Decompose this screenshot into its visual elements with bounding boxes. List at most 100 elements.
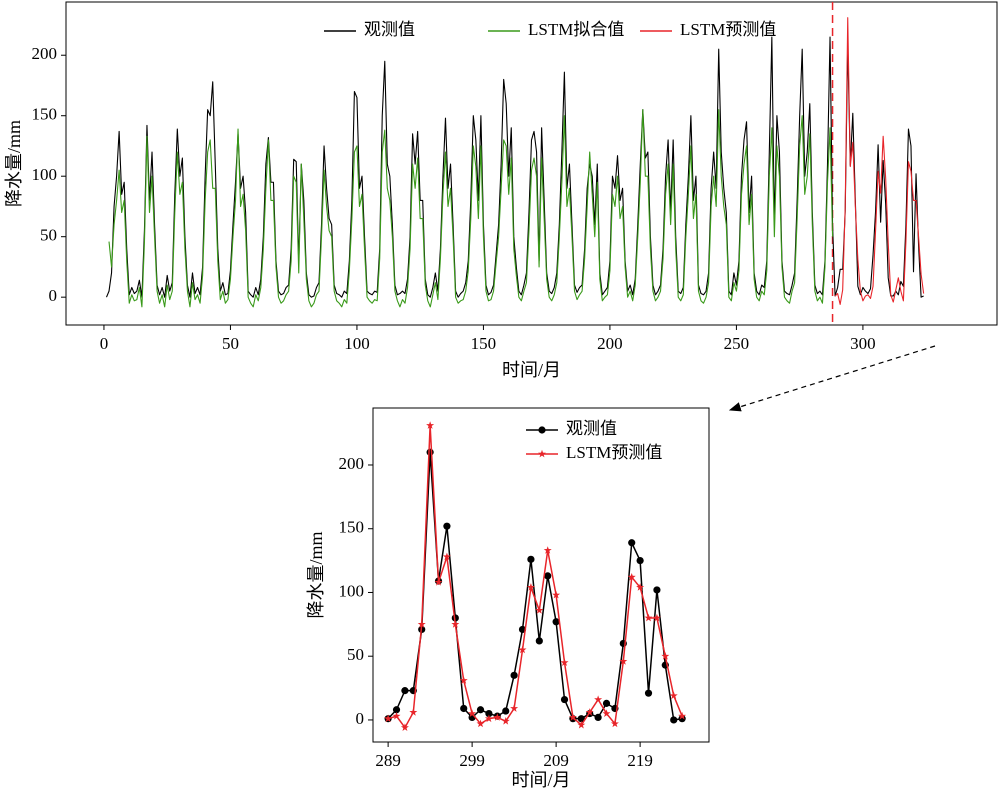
series-line xyxy=(108,109,834,308)
y-tick-label: 50 xyxy=(40,226,57,245)
data-point xyxy=(577,715,585,723)
data-point xyxy=(535,637,543,645)
data-point xyxy=(644,689,653,697)
y-tick-label: 200 xyxy=(32,44,58,63)
legend: 观测值 LSTM拟合值 LSTM预测值 xyxy=(324,20,776,39)
series-line xyxy=(834,17,925,305)
data-point xyxy=(484,714,493,723)
x-tick-label: 50 xyxy=(222,334,239,353)
data-point xyxy=(400,723,409,731)
legend-label: 观测值 xyxy=(364,20,415,39)
data-point xyxy=(468,709,477,717)
data-point xyxy=(392,706,401,714)
data-point xyxy=(560,695,569,704)
data-point xyxy=(678,715,686,723)
data-point xyxy=(426,448,434,456)
x-tick-label: 219 xyxy=(627,751,653,770)
data-point xyxy=(669,691,678,700)
data-point xyxy=(619,657,628,665)
x-tick-label: 0 xyxy=(100,334,109,353)
x-axis-label: 时间/月 xyxy=(511,770,570,790)
data-point xyxy=(493,713,502,721)
data-point xyxy=(460,704,468,713)
data-point xyxy=(485,709,493,718)
y-tick-label: 0 xyxy=(49,286,58,305)
y-tick-label: 200 xyxy=(339,454,365,473)
data-point xyxy=(594,713,602,721)
data-point xyxy=(627,572,636,581)
x-tick-label: 299 xyxy=(459,751,485,770)
legend-marker xyxy=(538,449,546,458)
data-point xyxy=(560,658,569,666)
y-tick-label: 0 xyxy=(356,709,365,728)
data-point xyxy=(568,713,577,721)
plot-frame xyxy=(65,1,998,326)
data-point xyxy=(644,613,653,622)
series-line xyxy=(387,424,683,729)
data-point xyxy=(392,711,401,720)
data-point xyxy=(628,539,636,547)
data-point xyxy=(652,613,661,622)
data-point xyxy=(426,421,435,429)
data-point xyxy=(535,606,544,614)
data-point xyxy=(476,719,485,728)
data-point xyxy=(510,704,519,712)
data-point xyxy=(653,586,661,594)
x-axis-label: 时间/月 xyxy=(502,360,561,380)
legend-label: LSTM预测值 xyxy=(566,443,662,462)
legend-label: LSTM拟合值 xyxy=(528,20,624,39)
y-axis-label: 降水量/mm xyxy=(306,531,326,618)
legend-marker xyxy=(538,426,546,434)
y-tick-label: 50 xyxy=(347,645,364,664)
data-point xyxy=(527,555,535,563)
data-point xyxy=(636,556,644,565)
plot-frame xyxy=(372,407,710,743)
data-point xyxy=(502,707,510,715)
legend-label: LSTM预测值 xyxy=(680,20,776,39)
data-point xyxy=(552,590,561,599)
data-point xyxy=(594,695,603,703)
x-tick-label: 289 xyxy=(375,751,401,770)
y-tick-label: 150 xyxy=(339,518,365,537)
zoom-arrow xyxy=(728,345,936,412)
data-point xyxy=(526,583,535,591)
y-tick-label: 150 xyxy=(32,105,58,124)
legend-label: 观测值 xyxy=(566,419,617,438)
legend: 观测值 LSTM预测值 xyxy=(526,419,662,462)
data-point xyxy=(510,671,518,679)
series-line xyxy=(105,36,924,298)
data-point xyxy=(602,709,611,717)
x-tick-label: 250 xyxy=(724,334,750,353)
data-point xyxy=(610,719,619,728)
data-point xyxy=(401,687,409,695)
data-point xyxy=(451,620,460,628)
data-point xyxy=(451,614,459,622)
data-point xyxy=(670,716,678,724)
data-point xyxy=(384,714,393,723)
data-point xyxy=(577,720,586,729)
data-point xyxy=(544,572,552,580)
data-point xyxy=(552,618,560,626)
data-point xyxy=(636,583,645,591)
data-point xyxy=(678,711,687,720)
y-tick-label: 100 xyxy=(339,581,365,600)
data-point xyxy=(661,652,670,660)
data-point xyxy=(409,708,418,716)
x-tick-label: 209 xyxy=(543,751,569,770)
data-point xyxy=(459,676,468,684)
x-tick-label: 300 xyxy=(850,334,876,353)
x-tick-label: 100 xyxy=(344,334,370,353)
y-tick-label: 100 xyxy=(32,165,58,184)
data-point xyxy=(518,645,527,654)
x-tick-label: 200 xyxy=(597,334,623,353)
data-point xyxy=(585,708,594,716)
data-point xyxy=(476,706,485,714)
data-point xyxy=(442,552,451,561)
x-tick-label: 150 xyxy=(471,334,497,353)
data-point xyxy=(434,578,443,586)
data-point xyxy=(501,717,510,725)
data-point xyxy=(543,546,552,554)
data-point xyxy=(417,620,426,628)
data-point xyxy=(443,522,451,530)
